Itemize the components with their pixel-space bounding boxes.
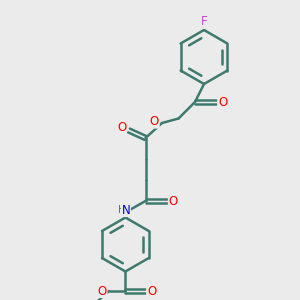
Text: N: N xyxy=(122,203,130,217)
Text: O: O xyxy=(117,121,126,134)
Text: O: O xyxy=(150,115,159,128)
Text: F: F xyxy=(201,15,207,28)
Text: O: O xyxy=(98,284,107,298)
Text: O: O xyxy=(169,194,178,208)
Text: O: O xyxy=(147,284,156,298)
Text: O: O xyxy=(218,95,227,109)
Text: H: H xyxy=(118,205,125,215)
